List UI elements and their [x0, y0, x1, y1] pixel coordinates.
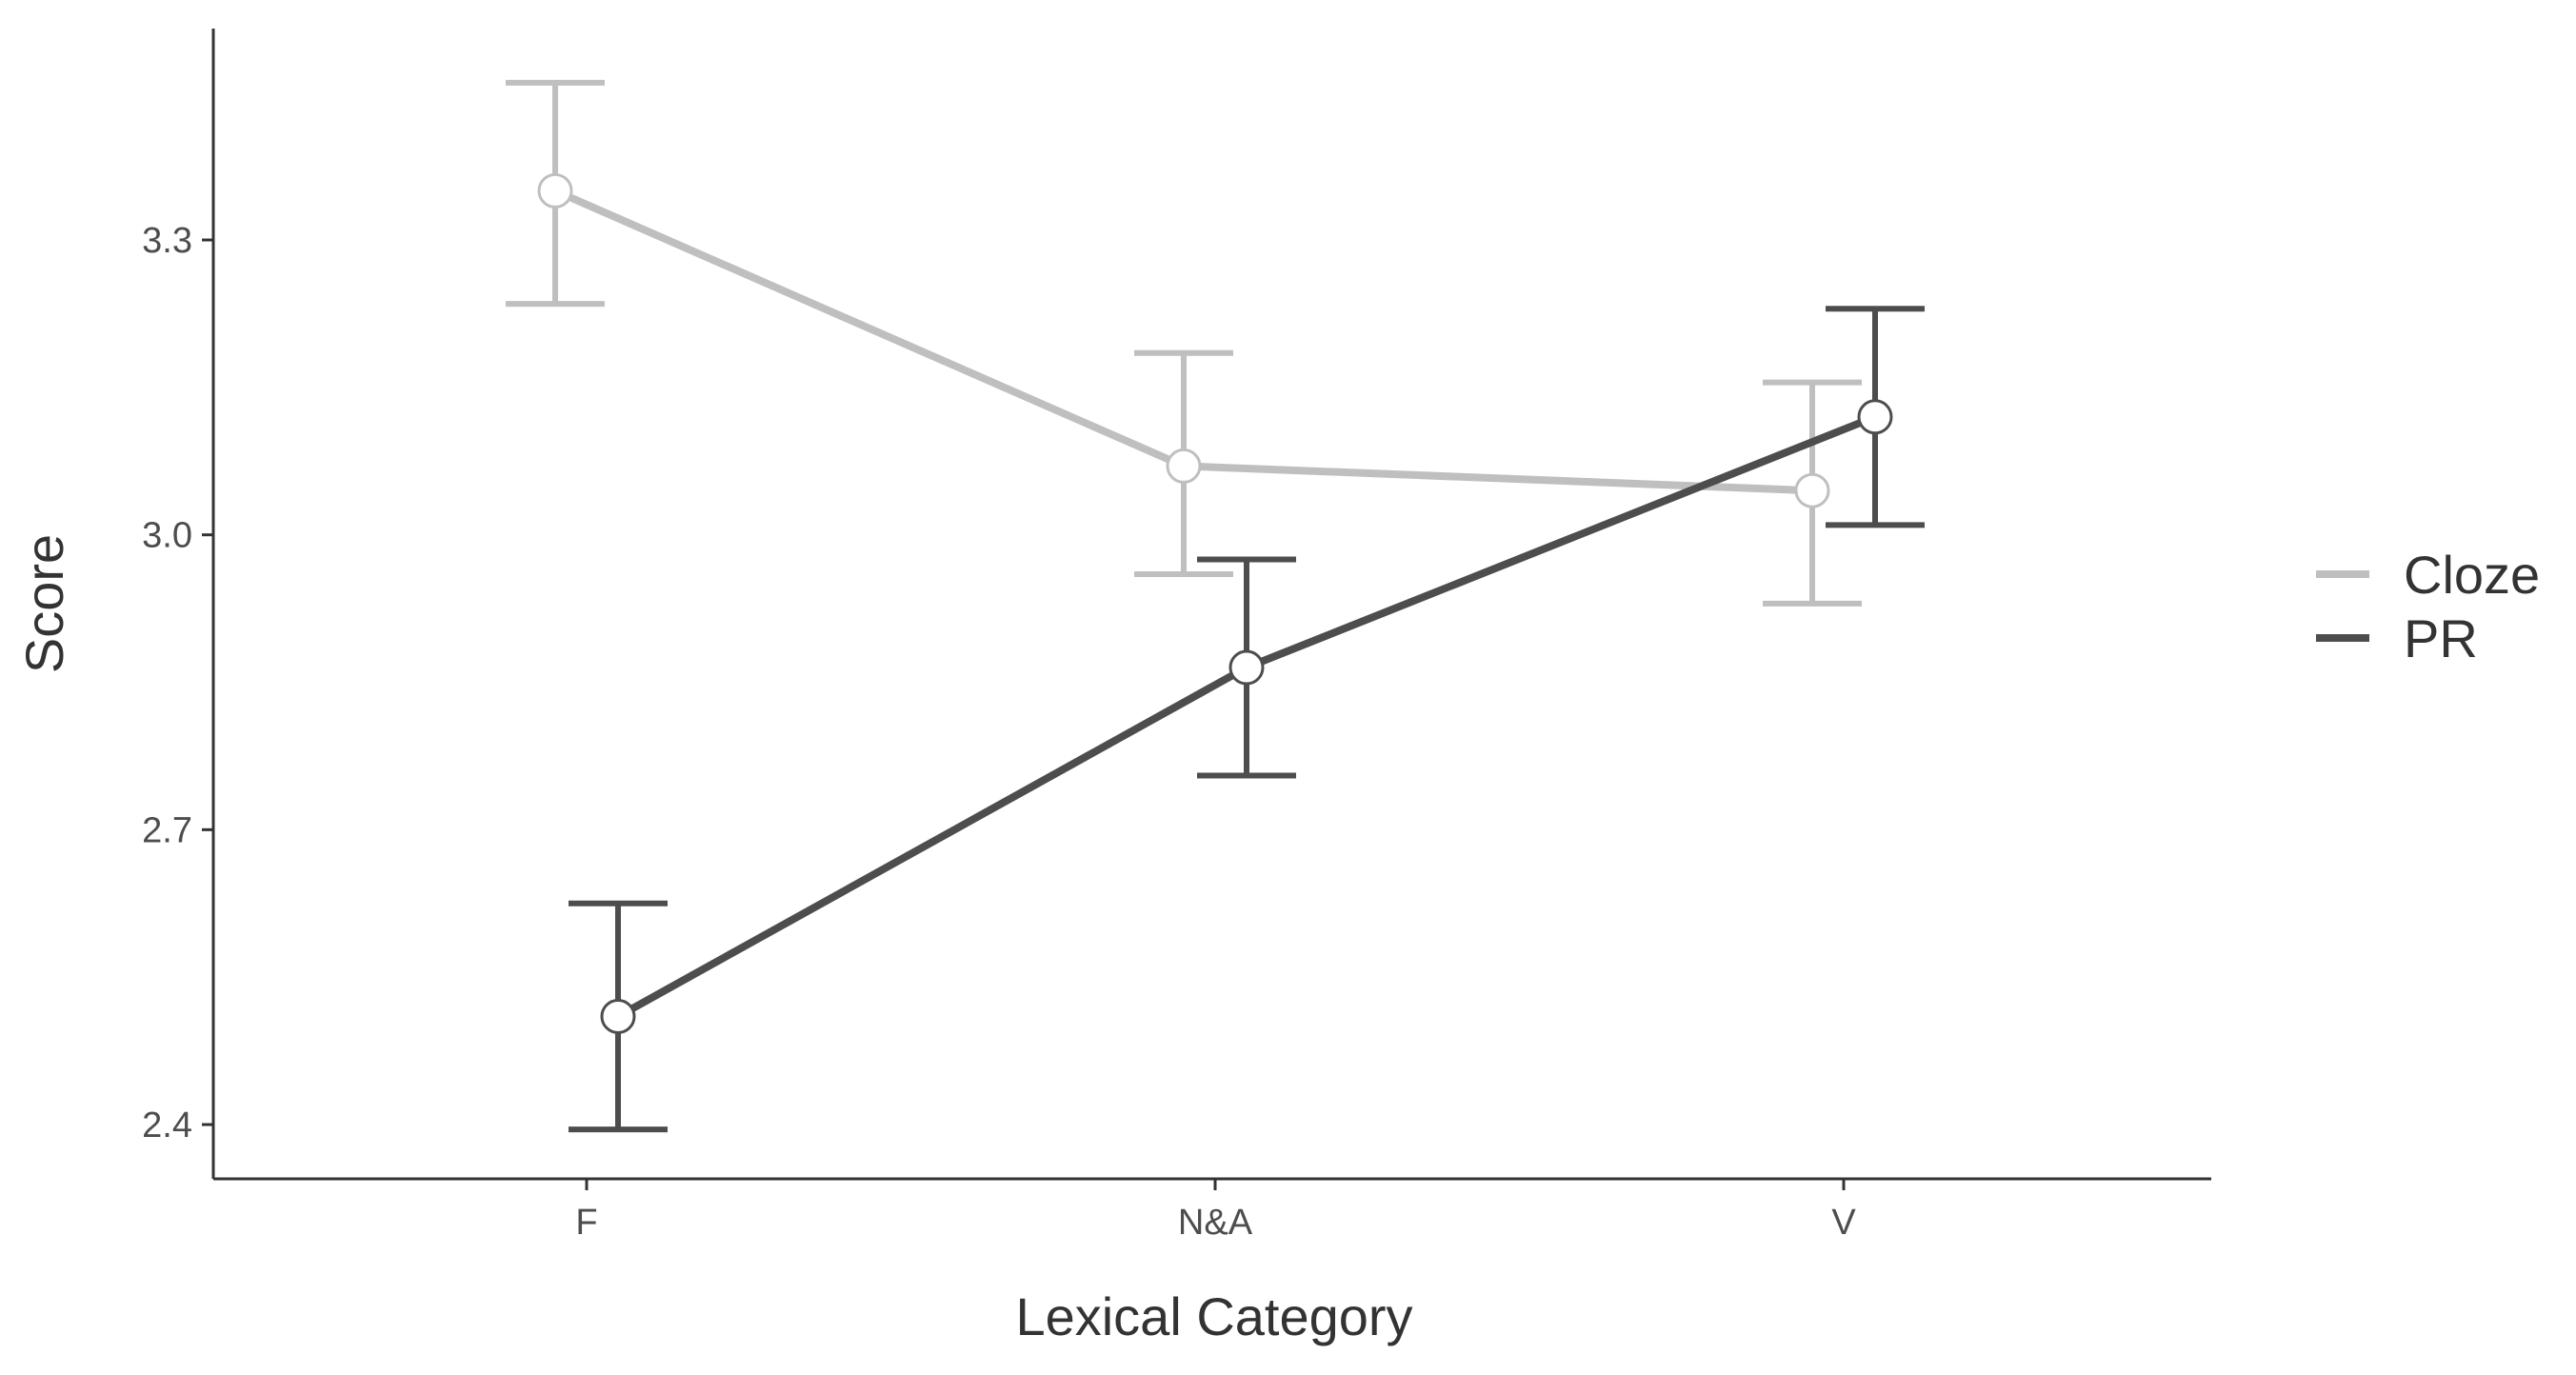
- x-tick-label: N&A: [1178, 1203, 1253, 1243]
- data-point: [600, 998, 636, 1034]
- series-layer: [506, 79, 1925, 1133]
- axes: 2.4 2.7 3.0 3.3 F N&A V: [142, 29, 2211, 1243]
- data-point: [1794, 472, 1830, 508]
- series-pr: [569, 306, 1925, 1133]
- y-tick-label: 2.4: [142, 1106, 192, 1146]
- data-point: [1857, 399, 1893, 435]
- data-point: [537, 172, 573, 209]
- x-tick-label: F: [575, 1203, 597, 1243]
- data-point: [1228, 649, 1265, 686]
- y-tick-label: 3.3: [142, 221, 192, 261]
- legend-item-pr: PR: [2316, 608, 2478, 668]
- y-tick-label: 3.0: [142, 516, 192, 556]
- series-cloze: [506, 79, 1862, 607]
- x-axis-title: Lexical Category: [1015, 1286, 1412, 1346]
- legend-label: PR: [2404, 608, 2478, 668]
- legend-item-cloze: Cloze: [2316, 545, 2540, 605]
- legend-label: Cloze: [2404, 545, 2540, 605]
- x-tick-label: V: [1831, 1203, 1856, 1243]
- y-tick-label: 2.7: [142, 810, 192, 850]
- data-point: [1166, 448, 1202, 484]
- labels: Lexical Category Score: [14, 534, 1413, 1346]
- y-axis-title: Score: [14, 534, 74, 673]
